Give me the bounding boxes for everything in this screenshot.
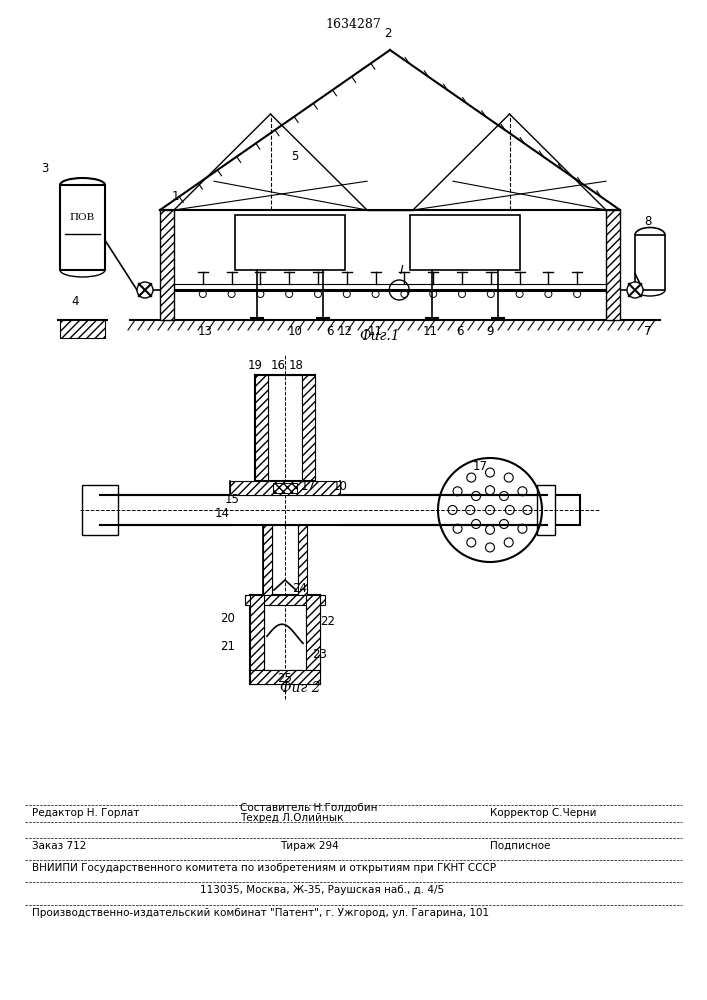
Bar	[410, 215, 520, 270]
Bar	[255, 375, 268, 480]
Bar	[235, 215, 345, 270]
Text: 9: 9	[486, 325, 493, 338]
Text: I: I	[399, 264, 403, 277]
Text: 15: 15	[225, 493, 240, 506]
Bar	[302, 375, 315, 480]
Bar	[298, 525, 307, 595]
Text: ВНИИПИ Государственного комитета по изобретениям и открытиям при ГКНТ СССР: ВНИИПИ Государственного комитета по изоб…	[32, 863, 496, 873]
Text: 17: 17	[472, 460, 488, 473]
Text: Составитель Н.Голдобин: Составитель Н.Голдобин	[240, 803, 378, 813]
Text: Фиг.1: Фиг.1	[360, 329, 400, 343]
Text: 16: 16	[271, 359, 286, 372]
Circle shape	[137, 282, 153, 298]
Text: 20: 20	[221, 612, 235, 625]
Circle shape	[627, 282, 643, 298]
Text: Производственно-издательский комбинат "Патент", г. Ужгород, ул. Гагарина, 101: Производственно-издательский комбинат "П…	[32, 908, 489, 918]
Text: 17: 17	[300, 480, 315, 493]
Text: 25: 25	[278, 672, 293, 685]
Text: 8: 8	[644, 215, 652, 228]
Text: 24: 24	[293, 582, 308, 595]
Bar	[100, 495, 580, 525]
Text: Фиг 2: Фиг 2	[280, 681, 320, 695]
Text: 6: 6	[326, 325, 334, 338]
Text: ПОВ: ПОВ	[70, 213, 95, 222]
Text: Редактор Н. Горлат: Редактор Н. Горлат	[32, 808, 139, 818]
Text: 1634287: 1634287	[325, 18, 381, 31]
Bar	[82, 485, 118, 535]
Text: 5: 5	[291, 150, 298, 163]
Bar	[606, 210, 620, 320]
Text: 10: 10	[288, 325, 303, 338]
Text: 10: 10	[332, 480, 347, 493]
Text: 23: 23	[312, 648, 327, 661]
Text: 12: 12	[337, 325, 353, 338]
Bar	[60, 185, 105, 270]
Bar	[273, 483, 297, 493]
Text: Подписное: Подписное	[490, 841, 550, 851]
Text: 113035, Москва, Ж-35, Раушская наб., д. 4/5: 113035, Москва, Ж-35, Раушская наб., д. …	[200, 885, 444, 895]
Bar	[250, 595, 264, 670]
Bar	[272, 525, 298, 595]
Bar	[537, 485, 555, 535]
Text: 14: 14	[214, 507, 230, 520]
Text: 13: 13	[197, 325, 212, 338]
Text: Тираж 294: Тираж 294	[280, 841, 339, 851]
Text: 2: 2	[384, 27, 392, 40]
Text: Техред Л.Олийнык: Техред Л.Олийнык	[240, 813, 344, 823]
Text: Заказ 712: Заказ 712	[32, 841, 86, 851]
Bar	[306, 595, 320, 670]
Text: 19: 19	[247, 359, 262, 372]
Text: 21: 21	[221, 640, 235, 653]
Bar	[245, 595, 325, 605]
Text: 3: 3	[41, 162, 49, 175]
Bar	[160, 210, 174, 320]
Bar	[60, 320, 105, 338]
Text: 6: 6	[456, 325, 464, 338]
Bar	[268, 375, 302, 480]
Bar	[635, 235, 665, 290]
Bar	[264, 595, 306, 670]
Text: 11: 11	[423, 325, 438, 338]
Text: 11: 11	[368, 325, 382, 338]
Bar	[230, 481, 340, 495]
Text: 4: 4	[71, 295, 78, 308]
Text: 1: 1	[171, 190, 179, 203]
Text: Корректор С.Черни: Корректор С.Черни	[490, 808, 597, 818]
Bar	[250, 670, 320, 684]
Text: 7: 7	[644, 325, 652, 338]
Bar	[263, 525, 272, 595]
Text: 22: 22	[320, 615, 336, 628]
Text: 18: 18	[288, 359, 303, 372]
